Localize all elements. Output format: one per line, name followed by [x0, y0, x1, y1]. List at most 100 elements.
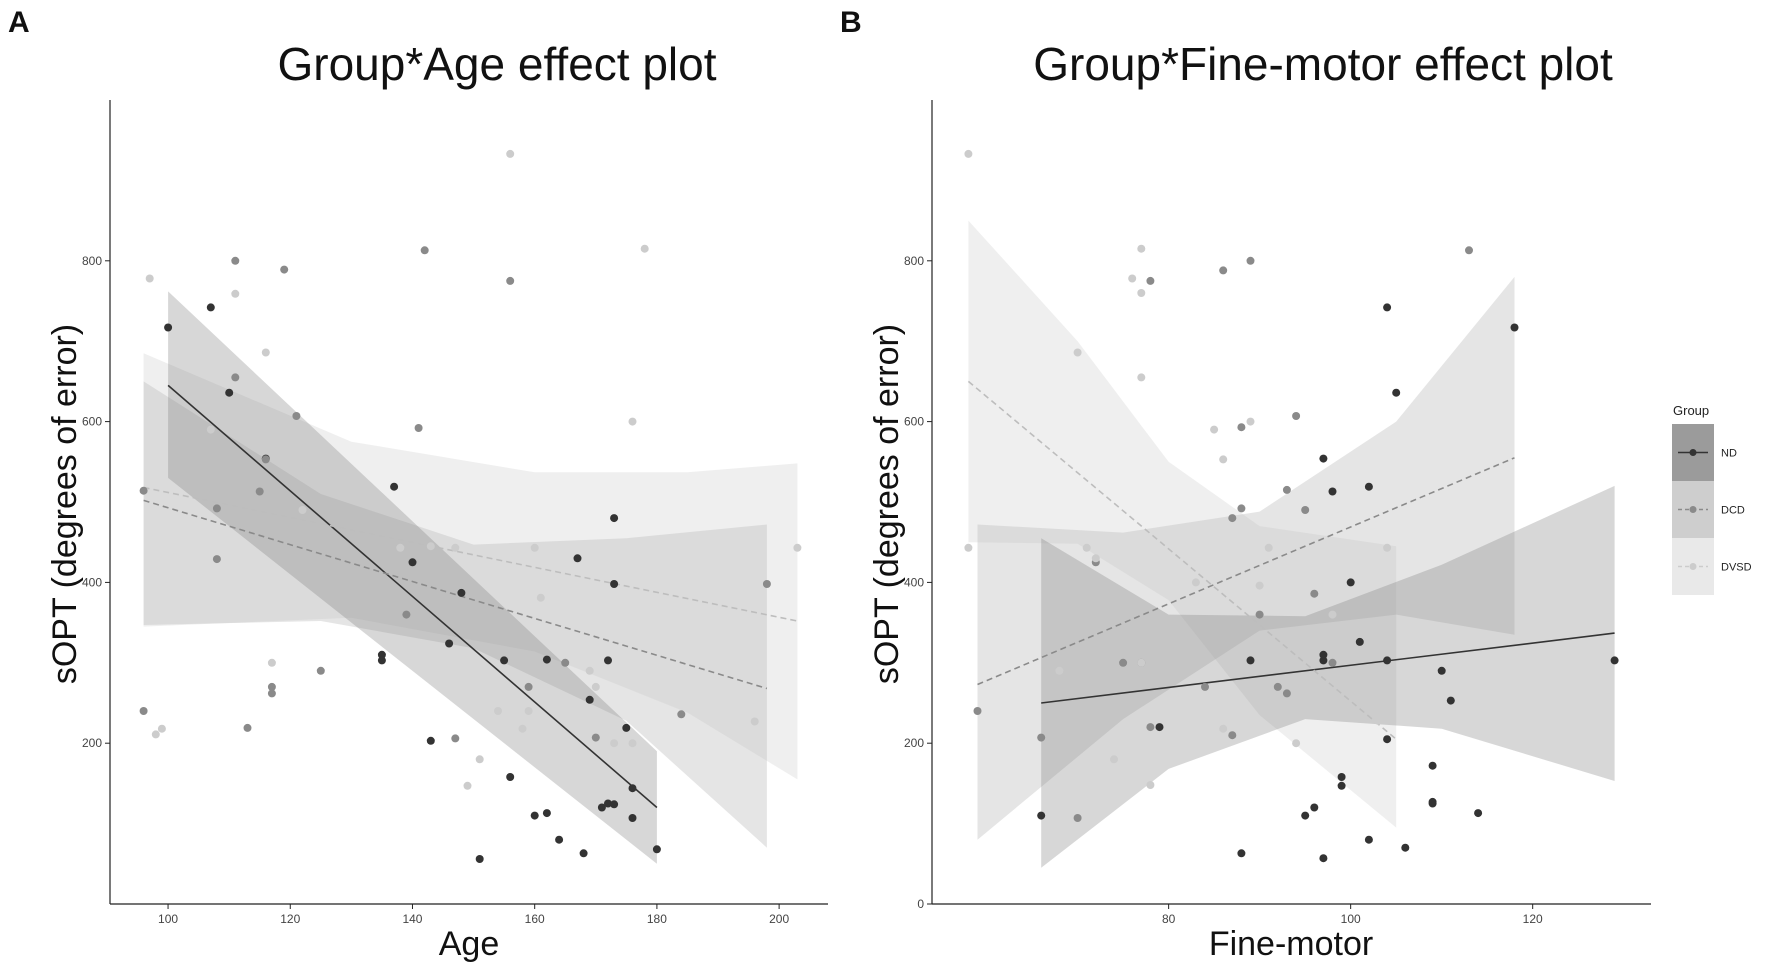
data-point-nd: [622, 723, 631, 732]
data-point-dvsd: [475, 755, 484, 764]
data-point-dcd: [292, 412, 301, 420]
fit-line-nd: [167, 384, 658, 809]
data-point-dvsd: [1246, 417, 1255, 426]
data-point-dvsd: [1264, 543, 1273, 552]
y-tick-label: 400: [82, 575, 102, 589]
panel-letter-b: B: [840, 6, 862, 39]
data-point-dvsd: [1383, 543, 1392, 552]
data-point-dvsd: [206, 425, 215, 434]
data-point-dvsd: [793, 543, 802, 552]
legend-point-nd: [1689, 449, 1697, 456]
data-point-dcd: [561, 658, 570, 667]
data-point-dcd: [420, 246, 429, 255]
legend-point-dvsd: [1689, 563, 1697, 570]
legend-label-dcd: DCD: [1721, 505, 1745, 517]
x-tick-label: 80: [1162, 912, 1176, 926]
legend: Group ND DCD DVSD: [1672, 403, 1752, 595]
data-point-dvsd: [506, 149, 515, 158]
data-point-dcd: [506, 276, 515, 285]
panel-b-fit-lines: [967, 380, 1615, 740]
data-point-nd: [1383, 303, 1392, 312]
ribbon-dvsd: [143, 353, 798, 780]
panel-a-points: [139, 149, 802, 863]
panel-b-x-axis-title: Fine-motor: [1209, 925, 1373, 963]
data-point-nd: [1364, 835, 1373, 844]
data-point-nd: [506, 773, 515, 781]
data-point-dcd: [1119, 658, 1128, 667]
data-point-dcd: [243, 723, 252, 732]
data-point-dcd: [677, 710, 686, 719]
panel-a-fit-lines: [143, 384, 798, 809]
data-point-nd: [1301, 811, 1310, 820]
panel-a: Group*Age effect plot 100 120 140 160 180 200…: [46, 38, 828, 963]
ribbon-dcd: [977, 276, 1515, 840]
y-tick-label: 800: [904, 254, 924, 268]
data-point-nd: [1428, 797, 1437, 806]
data-point-dcd: [1146, 276, 1155, 285]
data-point-dcd: [1228, 514, 1237, 523]
data-point-nd: [1037, 811, 1046, 820]
data-point-dcd: [1310, 589, 1319, 598]
data-point-nd: [1437, 666, 1446, 675]
data-point-dcd: [1465, 246, 1473, 255]
legend-items: ND DCD DVSD: [1672, 424, 1752, 595]
data-point-nd: [225, 388, 234, 397]
fit-line-dcd: [977, 457, 1515, 686]
data-point-nd: [1383, 735, 1392, 744]
data-point-nd: [604, 799, 612, 808]
data-point-dvsd: [1328, 610, 1337, 619]
data-point-dvsd: [1137, 289, 1146, 297]
ribbon-dvsd: [968, 220, 1397, 828]
data-point-dvsd: [518, 724, 527, 733]
data-point-nd: [628, 814, 637, 822]
data-point-dvsd: [1091, 554, 1100, 563]
data-point-nd: [1319, 454, 1328, 463]
data-point-nd: [500, 656, 509, 665]
y-tick-label: 200: [904, 736, 924, 750]
ribbon-nd: [168, 291, 657, 864]
data-point-dcd: [1237, 423, 1246, 432]
data-point-dcd: [1282, 485, 1291, 494]
data-point-dvsd: [1137, 373, 1146, 382]
data-point-nd: [542, 809, 551, 818]
data-point-nd: [206, 303, 215, 312]
data-point-dvsd: [1374, 716, 1382, 725]
data-point-dcd: [402, 610, 411, 619]
data-point-dvsd: [530, 543, 539, 552]
data-point-dvsd: [640, 244, 649, 253]
x-tick-label: 100: [1341, 912, 1361, 926]
data-point-dcd: [973, 707, 982, 715]
x-tick-label: 160: [525, 912, 545, 926]
data-point-dcd: [1282, 689, 1291, 698]
data-point-nd: [585, 695, 594, 704]
x-tick-label: 120: [1523, 912, 1543, 926]
panel-b: Group*Fine-motor effect plot 80 100 120 0 2…: [868, 38, 1651, 963]
data-point-nd: [652, 845, 661, 854]
data-point-dcd: [1246, 256, 1255, 265]
data-point-dvsd: [628, 739, 637, 748]
data-point-nd: [628, 784, 637, 793]
data-point-nd: [390, 482, 399, 491]
panel-a-title: Group*Age effect plot: [278, 38, 717, 90]
data-point-nd: [475, 855, 484, 863]
data-point-dcd: [231, 373, 240, 382]
data-point-dvsd: [1128, 274, 1137, 283]
data-point-dvsd: [463, 781, 472, 790]
data-point-dcd: [1037, 733, 1046, 742]
fit-line-dvsd: [143, 486, 798, 622]
data-point-nd: [1428, 761, 1437, 770]
legend-label-nd: ND: [1721, 448, 1737, 460]
data-point-nd: [1310, 803, 1319, 812]
panel-b-y-axis-title: sOPT (degrees of error): [868, 324, 906, 684]
data-point-dvsd: [1383, 707, 1392, 715]
data-point-dcd: [451, 734, 460, 743]
y-tick-label: 0: [917, 897, 924, 911]
data-point-nd: [1246, 656, 1255, 665]
data-point-dcd: [261, 455, 270, 464]
data-point-nd: [610, 800, 619, 809]
data-point-dvsd: [396, 543, 405, 552]
data-point-nd: [408, 558, 417, 567]
data-point-dcd: [316, 666, 325, 675]
data-point-dvsd: [145, 274, 154, 283]
panel-b-y-ticks: 0 200 400 600 800: [904, 254, 932, 911]
